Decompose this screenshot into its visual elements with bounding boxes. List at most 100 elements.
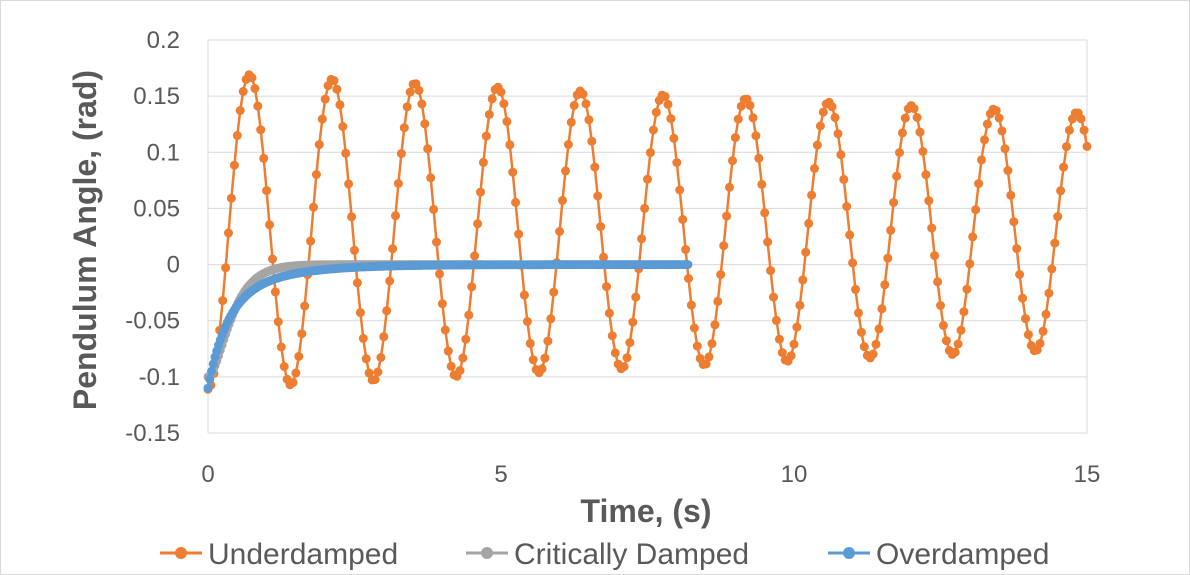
data-point [974, 179, 984, 189]
data-point [511, 198, 521, 207]
data-point [686, 300, 696, 310]
data-point [1038, 326, 1048, 336]
data-point [918, 147, 928, 156]
data-point [672, 158, 682, 167]
data-point [508, 167, 518, 177]
data-point [1062, 142, 1071, 152]
data-point [208, 359, 218, 369]
data-point [294, 351, 304, 361]
data-point [962, 284, 972, 294]
data-point [675, 185, 685, 195]
data-point [558, 195, 567, 205]
data-point [458, 353, 468, 363]
data-point [997, 126, 1007, 136]
data-point [950, 347, 960, 357]
data-point [437, 299, 447, 309]
data-point [839, 174, 849, 184]
data-point [229, 160, 239, 170]
data-point [786, 351, 796, 361]
data-point [722, 211, 732, 221]
data-point [288, 378, 298, 388]
data-point [221, 263, 231, 273]
x-tick-label: 5 [494, 461, 507, 488]
data-point [388, 244, 398, 254]
data-point [467, 282, 477, 292]
data-point [810, 164, 819, 173]
y-tick-label: 0.1 [147, 139, 180, 166]
data-point [218, 296, 228, 306]
data-point [391, 211, 400, 221]
data-point [818, 107, 828, 117]
data-point [270, 287, 280, 297]
data-point [279, 362, 289, 371]
data-point [971, 205, 981, 215]
data-point [379, 332, 389, 342]
data-point [399, 123, 409, 133]
data-point [341, 148, 351, 158]
data-point [889, 198, 899, 207]
data-point [804, 218, 814, 228]
x-tick-labels: 0 5 10 15 [201, 461, 1100, 488]
data-point [476, 187, 485, 197]
data-point [599, 252, 608, 262]
data-point [352, 278, 362, 288]
y-tick-labels: -0.15 -0.1 -0.05 0 0.05 0.1 0.15 0.2 [125, 27, 180, 447]
data-point [203, 383, 213, 393]
data-point [880, 280, 890, 290]
data-point [306, 236, 316, 246]
data-point [256, 125, 266, 135]
data-point [625, 338, 635, 348]
data-point [355, 308, 365, 318]
data-point [265, 220, 274, 230]
data-point [382, 306, 392, 316]
data-point [273, 317, 283, 327]
data-point [622, 353, 632, 363]
data-point [830, 113, 840, 122]
data-point [423, 144, 433, 154]
data-point [226, 193, 236, 203]
data-point [760, 208, 770, 218]
data-point [238, 87, 248, 96]
data-point [432, 237, 441, 247]
data-point [1044, 288, 1054, 298]
data-point [376, 353, 386, 362]
legend-item-overdamped: Overdamped [828, 538, 1049, 571]
data-point [276, 342, 286, 352]
data-point [414, 85, 424, 95]
data-point [701, 359, 711, 369]
data-point [848, 258, 858, 268]
data-point [666, 114, 676, 124]
data-point [980, 135, 989, 145]
data-point [607, 331, 617, 341]
data-point [689, 323, 699, 333]
data-point [443, 346, 453, 356]
data-point [754, 153, 764, 163]
data-point [314, 140, 324, 150]
data-point [584, 115, 594, 125]
data-point [877, 304, 887, 314]
data-point [320, 94, 330, 104]
data-point [774, 334, 784, 344]
data-point [253, 101, 263, 111]
legend-item-underdamped: Underdamped [160, 538, 398, 571]
legend-label-underdamped: Underdamped [208, 538, 398, 571]
y-tick-label: 0.15 [133, 83, 180, 110]
data-point [730, 133, 740, 143]
data-point [602, 282, 611, 292]
data-point [874, 324, 884, 334]
data-point [965, 259, 975, 269]
data-point [590, 162, 600, 172]
data-point [707, 339, 717, 349]
data-point [1012, 244, 1022, 254]
data-point [883, 253, 893, 263]
data-point [563, 140, 573, 149]
data-point [982, 119, 992, 129]
data-point [420, 119, 430, 129]
data-point [897, 128, 907, 138]
y-tick-label: 0 [167, 252, 180, 279]
data-point [393, 179, 403, 188]
data-point [1082, 141, 1092, 151]
data-point [854, 308, 863, 318]
data-point [555, 227, 565, 236]
